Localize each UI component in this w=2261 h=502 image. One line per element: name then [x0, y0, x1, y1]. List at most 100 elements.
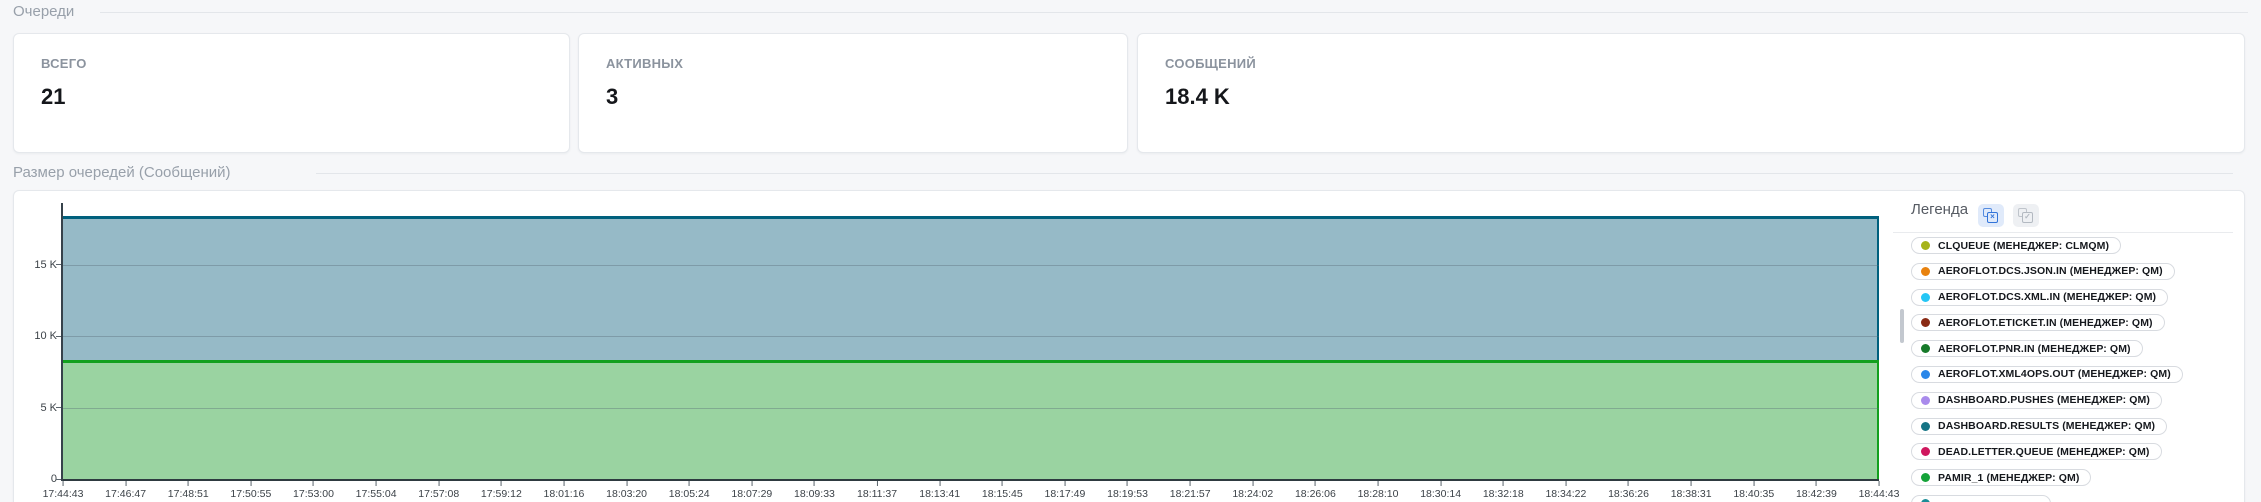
legend-item-aeroflot.dcs.json.in[interactable]: AEROFLOT.DCS.JSON.IN (МЕНЕДЖЕР: QM) — [1911, 262, 2175, 280]
x-tick-mark — [375, 481, 377, 486]
legend-item-label: PAMIR_1 (МЕНЕДЖЕР: QM) — [1938, 471, 2080, 484]
legend-item-clqueue[interactable]: CLQUEUE (МЕНЕДЖЕР: CLMQM) — [1911, 237, 2122, 254]
x-tick-label: 18:24:02 — [1232, 488, 1274, 500]
series-area-1 — [63, 215, 1879, 361]
legend-color-dot — [1921, 395, 1930, 405]
x-tick-label: 17:44:43 — [42, 488, 84, 500]
legend-item-label: AEROFLOT.XML4OPS.OUT (МЕНЕДЖЕР: QM) — [1938, 368, 2171, 381]
x-tick-mark — [1565, 481, 1567, 486]
x-tick-label: 17:57:08 — [418, 488, 460, 500]
legend-item-aeroflot.eticket.in[interactable]: AEROFLOT.ETICKET.IN (МЕНЕДЖЕР: QM) — [1911, 314, 2165, 332]
x-tick: 18:05:24 — [669, 479, 710, 500]
x-tick: 18:28:10 — [1357, 479, 1399, 500]
deselect-all-icon: × — [1983, 207, 1998, 223]
legend-item-aeroflot.dcs.xml.in[interactable]: AEROFLOT.DCS.XML.IN (МЕНЕДЖЕР: QM) — [1911, 288, 2169, 306]
x-tick: 18:19:53 — [1107, 479, 1148, 500]
x-tick-mark — [1628, 481, 1630, 486]
x-tick: 18:01:16 — [544, 479, 584, 500]
legend-item-list: CLQUEUE (МЕНЕДЖЕР: CLMQM) AEROFLOT.DCS.JS… — [1911, 237, 2183, 502]
stat-label-messages: СООБЩЕНИЙ — [1165, 56, 1256, 71]
y-tick-label: 15 K — [34, 258, 57, 271]
legend-item-label: DASHBOARD.RESULTS (МЕНЕДЖЕР: QM) — [1938, 420, 2156, 433]
legend-deselect-all-button[interactable]: × — [1978, 204, 2004, 227]
legend-select-all-button[interactable]: ✓ — [2013, 204, 2039, 227]
x-tick-label: 18:40:35 — [1733, 488, 1775, 500]
legend-color-dot — [1921, 421, 1930, 431]
x-tick: 18:15:45 — [982, 479, 1023, 500]
x-tick-mark — [1753, 481, 1755, 486]
legend-color-dot — [1921, 266, 1930, 276]
x-tick-label: 18:17:49 — [1044, 488, 1086, 500]
legend-item-label: AEROFLOT.PNR.IN (МЕНЕДЖЕР: QM) — [1938, 342, 2131, 355]
legend-color-dot — [1921, 318, 1930, 328]
x-tick-label: 17:53:00 — [293, 488, 334, 500]
x-tick: 18:03:20 — [606, 479, 647, 500]
y-tick-mark — [56, 264, 61, 265]
chart-plot-area: 0 5 K 10 K 15 K 17:44:43 17:46:47 17:48:51 17:… — [34, 203, 1899, 500]
x-tick-label: 18:30:14 — [1420, 488, 1462, 500]
x-tick-label: 18:19:53 — [1107, 488, 1148, 500]
x-tick-mark — [1314, 481, 1316, 486]
x-tick-mark — [438, 481, 440, 486]
x-tick: 17:55:04 — [356, 479, 397, 500]
x-tick: 18:11:37 — [857, 479, 897, 500]
stat-label-total: ВСЕГО — [41, 56, 87, 71]
chart-section-title: Размер очередей (Сообщений) — [13, 164, 231, 181]
x-tick-mark — [813, 481, 815, 486]
x-tick-label: 18:28:10 — [1357, 488, 1399, 500]
x-tick-mark — [1189, 481, 1191, 486]
series-area-0 — [63, 360, 1879, 479]
y-tick-mark — [56, 407, 61, 408]
legend-item-label: DEAD.LETTER.QUEUE (МЕНЕДЖЕР: QM) — [1938, 445, 2150, 458]
x-tick: 18:13:41 — [919, 479, 960, 500]
legend-item-aeroflot.pnr.in[interactable]: AEROFLOT.PNR.IN (МЕНЕДЖЕР: QM) — [1911, 340, 2143, 358]
y-axis-line — [61, 203, 63, 481]
legend-color-dot — [1921, 473, 1930, 483]
x-tick-mark — [187, 481, 189, 486]
x-tick-mark — [1878, 481, 1880, 486]
legend-item-partial[interactable] — [1911, 494, 2051, 502]
x-tick: 18:30:14 — [1420, 479, 1461, 500]
stat-card-total: ВСЕГО 21 — [13, 33, 570, 153]
legend-item-pamir_1[interactable]: PAMIR_1 (МЕНЕДЖЕР: QM) — [1911, 469, 2092, 487]
x-tick-label: 18:32:18 — [1482, 488, 1524, 500]
x-tick: 18:07:29 — [731, 479, 772, 500]
legend-item-aeroflot.xml4ops.out[interactable]: AEROFLOT.XML4OPS.OUT (МЕНЕДЖЕР: QM) — [1911, 365, 2183, 383]
x-tick-mark — [312, 481, 314, 486]
y-tick-label: 5 K — [40, 401, 57, 414]
legend-item-label: DASHBOARD.PUSHES (МЕНЕДЖЕР: QM) — [1938, 394, 2151, 407]
legend-item-dashboard.pushes[interactable]: DASHBOARD.PUSHES (МЕНЕДЖЕР: QM) — [1911, 391, 2163, 409]
x-tick-label: 18:21:57 — [1169, 488, 1211, 500]
x-tick: 17:53:00 — [293, 479, 334, 500]
y-tick-label: 10 K — [34, 330, 57, 342]
legend-item-label: AEROFLOT.DCS.XML.IN (МЕНЕДЖЕР: QM) — [1938, 291, 2157, 304]
legend-item-dashboard.results[interactable]: DASHBOARD.RESULTS (МЕНЕДЖЕР: QM) — [1911, 417, 2168, 435]
gridline-10000 — [63, 336, 1879, 337]
x-tick-label: 18:34:22 — [1545, 488, 1587, 500]
x-tick-label: 18:36:26 — [1608, 488, 1649, 500]
stat-card-messages: СООБЩЕНИЙ 18.4 K — [1137, 33, 2245, 153]
stat-value-active: 3 — [606, 84, 619, 109]
legend-color-dot — [1921, 344, 1930, 354]
legend-color-dot — [1921, 241, 1930, 250]
x-tick: 17:59:12 — [481, 479, 522, 500]
x-tick-label: 18:11:37 — [857, 488, 898, 500]
legend-color-dot — [1921, 447, 1930, 457]
x-tick-label: 18:15:45 — [981, 488, 1023, 500]
legend-item-label: AEROFLOT.DCS.JSON.IN (МЕНЕДЖЕР: QM) — [1938, 265, 2163, 278]
x-tick-mark — [125, 481, 127, 486]
x-tick: 18:09:33 — [794, 479, 835, 500]
legend-item-dead.letter.queue[interactable]: DEAD.LETTER.QUEUE (МЕНЕДЖЕР: QM) — [1911, 443, 2162, 461]
x-tick: 18:44:43 — [1859, 479, 1899, 500]
x-tick: 18:36:26 — [1608, 479, 1649, 500]
legend-scrollbar-thumb[interactable] — [1900, 309, 1904, 343]
x-tick: 18:24:02 — [1232, 479, 1273, 500]
y-tick-mark — [56, 478, 61, 480]
queues-section-title: Очереди — [13, 3, 75, 20]
y-tick-mark — [56, 335, 61, 337]
legend-item-label: CLQUEUE (МЕНЕДЖЕР: CLMQM) — [1938, 239, 2110, 252]
x-tick-mark — [62, 481, 64, 486]
x-tick-label: 18:42:39 — [1795, 488, 1837, 500]
stat-card-active: АКТИВНЫХ 3 — [578, 33, 1128, 153]
x-tick-mark — [1440, 481, 1442, 486]
